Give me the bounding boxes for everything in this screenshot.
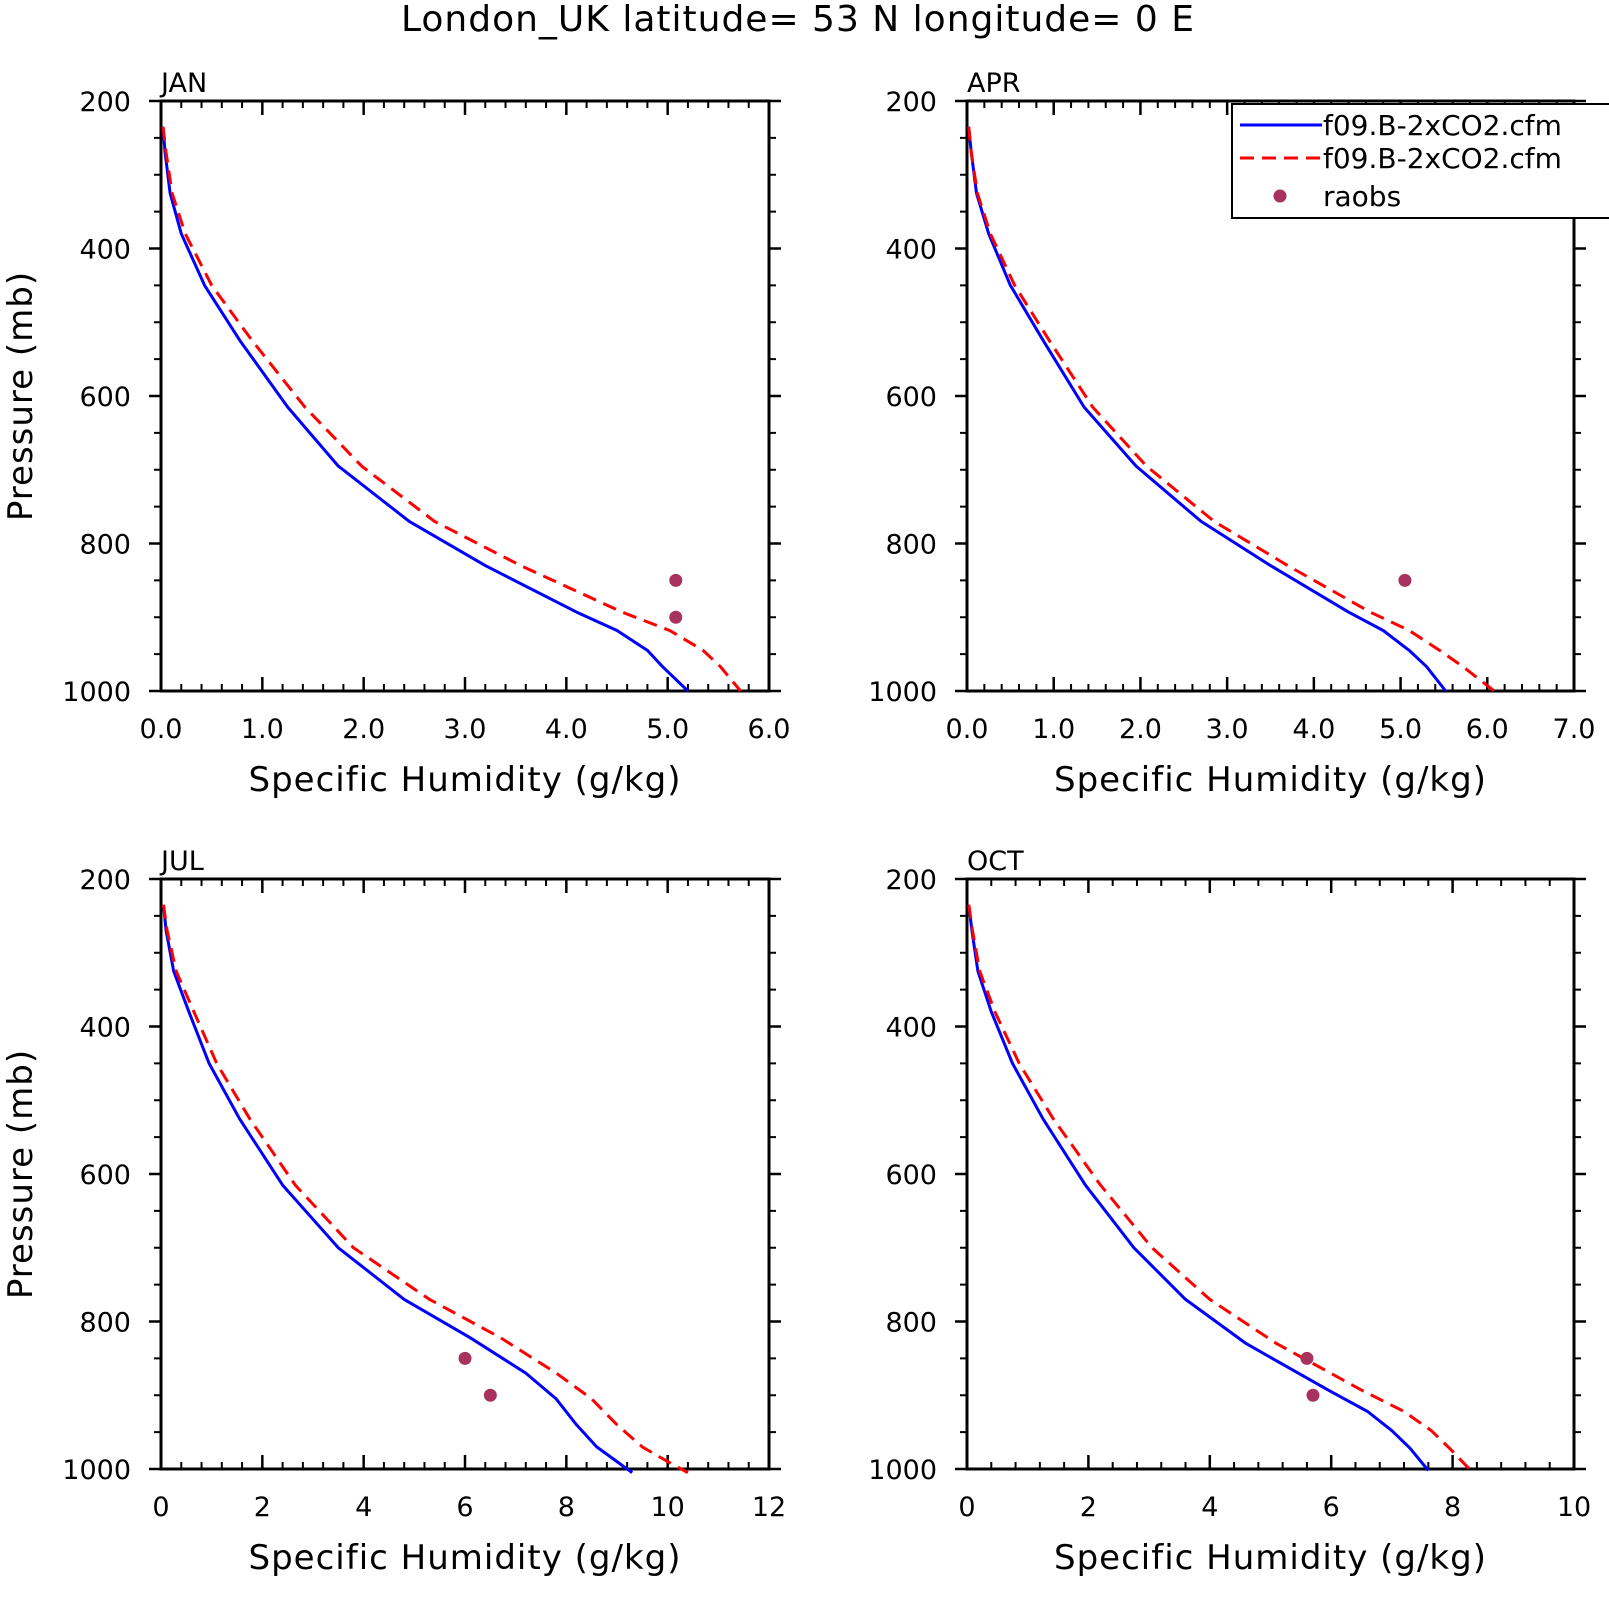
- x-tick-label: 2: [1080, 1492, 1097, 1523]
- x-tick-label: 4: [1201, 1492, 1218, 1523]
- y-tick-label: 1000: [868, 677, 937, 708]
- panel-label: APR: [967, 68, 1021, 99]
- plot-frame: [159, 877, 771, 1471]
- x-tick-label: 6: [456, 1492, 473, 1523]
- x-tick-label: 8: [1444, 1492, 1461, 1523]
- y-tick-label: 800: [885, 1308, 937, 1339]
- series-line-dashed: [162, 904, 689, 1475]
- plot-frame: [159, 99, 771, 693]
- x-tick-label: 2.0: [342, 714, 385, 745]
- x-tick-label: 0: [152, 1492, 169, 1523]
- y-tick-label: 800: [885, 530, 937, 561]
- series-line-dashed: [967, 126, 1496, 693]
- raobs-point: [1398, 573, 1412, 587]
- x-tick-label: 0: [958, 1492, 975, 1523]
- panel-label: OCT: [967, 846, 1024, 877]
- y-tick-label: 400: [885, 235, 937, 266]
- y-tick-label: 600: [79, 382, 131, 413]
- panel-jul: JUL 0 2 4 6 8 10 12 200 400 600 800 1000 Specific Hum…: [1, 846, 786, 1578]
- y-tick-label: 600: [885, 382, 937, 413]
- series-line-dashed: [161, 126, 742, 692]
- x-tick-label: 7.0: [1553, 714, 1596, 745]
- y-tick-label: 200: [79, 865, 131, 896]
- y-tick-label: 1000: [868, 1455, 937, 1486]
- x-tick-label: 6.0: [748, 714, 791, 745]
- x-tick-label: 1.0: [1032, 714, 1075, 745]
- x-tick-label: 6.0: [1466, 714, 1509, 745]
- x-tick-label: 10: [650, 1492, 684, 1523]
- x-tick-label: 4.0: [545, 714, 588, 745]
- raobs-point: [1300, 1351, 1314, 1365]
- x-tick-label: 2: [254, 1492, 271, 1523]
- x-tick-label: 4.0: [1292, 714, 1335, 745]
- raobs-point: [669, 573, 683, 587]
- y-tick-label: 800: [79, 1308, 131, 1339]
- y-tick-label: 1000: [62, 677, 131, 708]
- legend-label: f09.B-2xCO2.cfm: [1323, 109, 1562, 142]
- x-axis-title: Specific Humidity (g/kg): [1054, 760, 1487, 800]
- x-tick-label: 5.0: [1379, 714, 1422, 745]
- x-tick-label: 12: [752, 1492, 786, 1523]
- legend-label: raobs: [1323, 180, 1401, 213]
- y-tick-label: 600: [885, 1160, 937, 1191]
- x-tick-label: 0.0: [946, 714, 989, 745]
- series-line-solid: [161, 126, 689, 693]
- raobs-point: [1306, 1388, 1320, 1402]
- y-axis-title: Pressure (mb): [1, 1049, 41, 1299]
- x-axis-title: Specific Humidity (g/kg): [1054, 1538, 1487, 1578]
- y-tick-label: 400: [79, 1013, 131, 1044]
- x-tick-label: 8: [558, 1492, 575, 1523]
- legend-box: [1231, 103, 1609, 219]
- x-tick-label: 5.0: [646, 714, 689, 745]
- series-line-solid: [967, 126, 1447, 692]
- x-tick-label: 3.0: [444, 714, 487, 745]
- figure-title: London_UK latitude= 53 N longitude= 0 E: [401, 0, 1195, 40]
- raobs-point: [458, 1351, 472, 1365]
- x-tick-label: 1.0: [241, 714, 284, 745]
- x-axis-title: Specific Humidity (g/kg): [249, 1538, 682, 1578]
- y-tick-label: 400: [885, 1013, 937, 1044]
- legend-label: f09.B-2xCO2.cfm: [1323, 142, 1562, 175]
- y-tick-label: 800: [79, 530, 131, 561]
- x-tick-label: 10: [1557, 1492, 1591, 1523]
- raobs-point: [483, 1388, 497, 1402]
- panel-jan: JAN 0.0 1.0 2.0 3.0 4.0 5.0 6.0 200 400 600 800 1000…: [1, 68, 790, 800]
- x-tick-label: 4: [355, 1492, 372, 1523]
- panel-apr: APR 0.0 1.0 2.0 3.0 4.0 5.0 6.0 7.0 200 400 600 800 1…: [868, 68, 1595, 800]
- x-axis-title: Specific Humidity (g/kg): [249, 760, 682, 800]
- raobs-point: [669, 610, 683, 624]
- y-tick-label: 200: [885, 865, 937, 896]
- panel-label: JUL: [159, 846, 204, 877]
- x-tick-label: 6: [1323, 1492, 1340, 1523]
- series-line-dashed: [967, 904, 1472, 1472]
- series-line-solid: [162, 904, 634, 1474]
- y-tick-label: 400: [79, 235, 131, 266]
- y-tick-label: 1000: [62, 1455, 131, 1486]
- x-tick-label: 2.0: [1119, 714, 1162, 745]
- x-tick-label: 3.0: [1206, 714, 1249, 745]
- y-tick-label: 200: [885, 87, 937, 118]
- series-line-solid: [967, 904, 1430, 1472]
- x-tick-label: 0.0: [140, 714, 183, 745]
- y-tick-label: 200: [79, 87, 131, 118]
- legend-marker: [1273, 189, 1287, 203]
- y-axis-title: Pressure (mb): [1, 271, 41, 521]
- panel-oct: OCT 0 2 4 6 8 10 200 400 600 800 1000 Specific Humid…: [868, 846, 1591, 1578]
- y-tick-label: 600: [79, 1160, 131, 1191]
- plot-frame: [965, 877, 1576, 1471]
- panel-label: JAN: [159, 68, 207, 99]
